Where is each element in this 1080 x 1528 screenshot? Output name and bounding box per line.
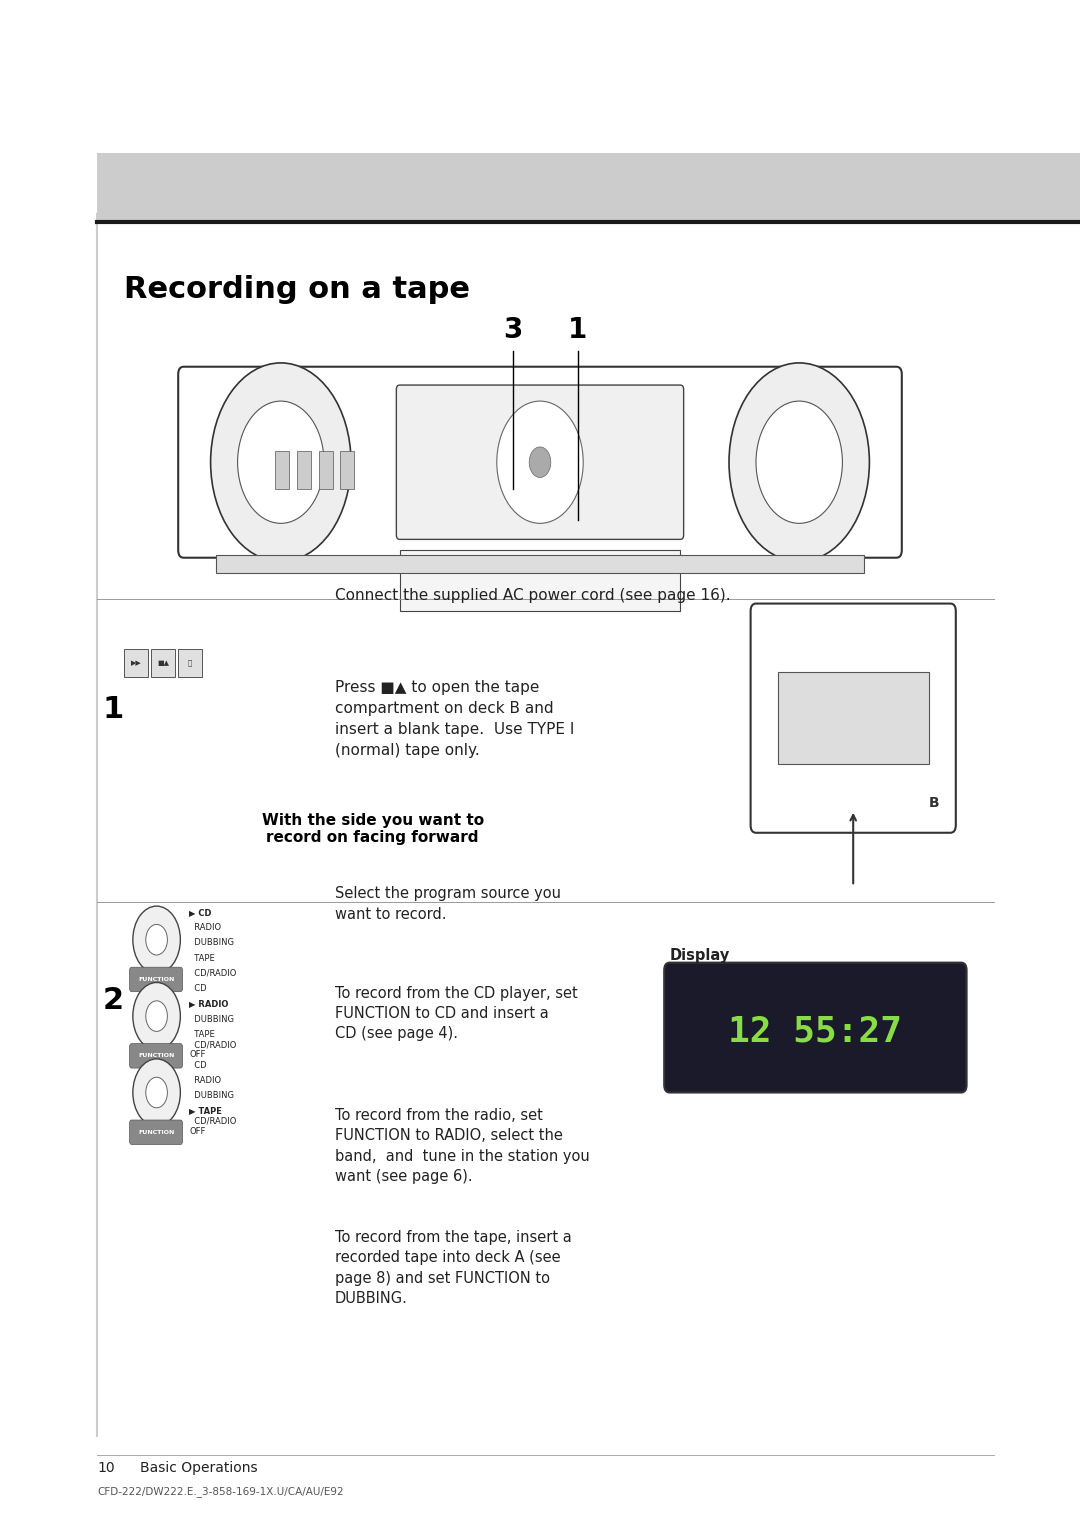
Text: 10: 10 — [97, 1461, 114, 1475]
Circle shape — [529, 448, 551, 478]
Text: To record from the CD player, set
FUNCTION to CD and insert a
CD (see page 4).: To record from the CD player, set FUNCTI… — [335, 986, 578, 1042]
Circle shape — [211, 364, 351, 562]
Text: CD/RADIO
OFF: CD/RADIO OFF — [189, 1041, 237, 1059]
Text: To record from the radio, set
FUNCTION to RADIO, select the
band,  and  tune in : To record from the radio, set FUNCTION t… — [335, 1108, 590, 1184]
FancyBboxPatch shape — [130, 1044, 183, 1068]
Text: Connect the supplied AC power cord (see page 16).: Connect the supplied AC power cord (see … — [335, 588, 730, 604]
Circle shape — [146, 924, 167, 955]
Circle shape — [497, 402, 583, 524]
Text: TAPE: TAPE — [189, 953, 215, 963]
Text: ▶ CD: ▶ CD — [189, 908, 212, 917]
Text: DUBBING: DUBBING — [189, 1015, 234, 1024]
Text: FUNCTION: FUNCTION — [138, 1053, 175, 1059]
Text: RADIO: RADIO — [189, 923, 221, 932]
Circle shape — [146, 1001, 167, 1031]
Bar — [151, 649, 175, 677]
Text: B: B — [929, 796, 940, 810]
Bar — [319, 451, 333, 489]
Circle shape — [146, 1077, 167, 1108]
Text: Recording on a tape: Recording on a tape — [124, 275, 470, 304]
FancyBboxPatch shape — [396, 385, 684, 539]
Circle shape — [729, 364, 869, 562]
FancyBboxPatch shape — [751, 604, 956, 833]
Bar — [97, 153, 1080, 222]
Text: CD/RADIO: CD/RADIO — [189, 969, 237, 978]
Text: CD/RADIO
OFF: CD/RADIO OFF — [189, 1117, 237, 1135]
Bar — [178, 649, 202, 677]
Circle shape — [238, 402, 324, 524]
Text: Basic Operations: Basic Operations — [140, 1461, 258, 1475]
Text: 12 55:27: 12 55:27 — [728, 1015, 903, 1048]
Text: ⏯: ⏯ — [188, 660, 192, 666]
Text: ■▲: ■▲ — [157, 660, 170, 666]
Bar — [275, 451, 289, 489]
Text: DUBBING: DUBBING — [189, 1091, 234, 1100]
Text: 1: 1 — [568, 316, 588, 344]
Text: 3: 3 — [503, 316, 523, 344]
Bar — [400, 550, 680, 611]
FancyBboxPatch shape — [664, 963, 967, 1093]
Text: To record from the tape, insert a
recorded tape into deck A (see
page 8) and set: To record from the tape, insert a record… — [335, 1230, 571, 1306]
Bar — [340, 451, 354, 489]
Bar — [778, 672, 929, 764]
Text: 2: 2 — [103, 986, 124, 1015]
Text: With the side you want to
record on facing forward: With the side you want to record on faci… — [261, 813, 484, 845]
Text: CFD-222/DW222.E._3-858-169-1X.U/CA/AU/E92: CFD-222/DW222.E._3-858-169-1X.U/CA/AU/E9… — [97, 1487, 343, 1497]
Text: FUNCTION: FUNCTION — [138, 1129, 175, 1135]
FancyBboxPatch shape — [130, 967, 183, 992]
Bar — [216, 555, 864, 573]
Text: TAPE: TAPE — [189, 1030, 215, 1039]
Text: Press ■▲ to open the tape
compartment on deck B and
insert a blank tape.  Use TY: Press ■▲ to open the tape compartment on… — [335, 680, 575, 758]
Text: CD: CD — [189, 984, 206, 993]
FancyBboxPatch shape — [178, 367, 902, 558]
Text: 1: 1 — [103, 695, 124, 724]
Circle shape — [133, 983, 180, 1050]
Bar — [124, 649, 148, 677]
Text: ▶ TAPE: ▶ TAPE — [189, 1106, 221, 1115]
Text: Display: Display — [670, 947, 730, 963]
Text: ▶▶: ▶▶ — [131, 660, 141, 666]
Text: FUNCTION: FUNCTION — [138, 976, 175, 983]
Text: DUBBING: DUBBING — [189, 938, 234, 947]
Circle shape — [133, 1059, 180, 1126]
Text: Select the program source you
want to record.: Select the program source you want to re… — [335, 886, 561, 921]
Circle shape — [756, 402, 842, 524]
FancyBboxPatch shape — [130, 1120, 183, 1144]
Circle shape — [133, 906, 180, 973]
Text: RADIO: RADIO — [189, 1076, 221, 1085]
Text: ▶ RADIO: ▶ RADIO — [189, 999, 228, 1008]
Text: CD: CD — [189, 1060, 206, 1070]
Bar — [297, 451, 311, 489]
